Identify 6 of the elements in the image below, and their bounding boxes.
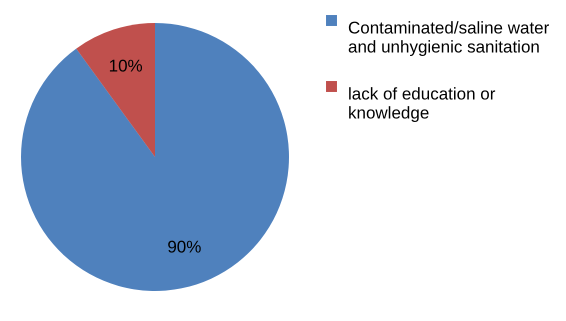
- data-label: 10%: [108, 56, 143, 76]
- pie-slice: [21, 23, 289, 291]
- data-label: 90%: [167, 237, 202, 256]
- pie-slice: [76, 23, 155, 157]
- legend-label: Contaminated/saline water and unhygienic sanitation: [348, 18, 550, 56]
- legend-label: lack of education or knowledge: [348, 84, 496, 122]
